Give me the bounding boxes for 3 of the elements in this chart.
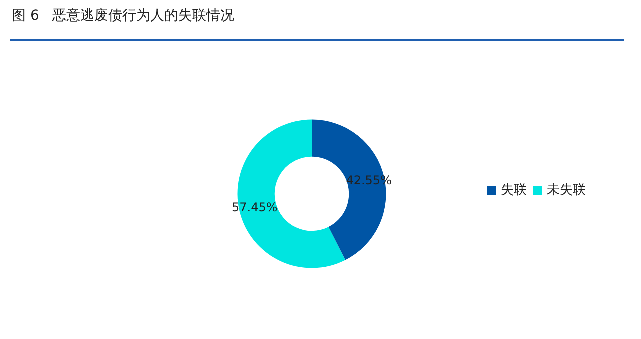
chart-title: 图 6 恶意逃废债行为人的失联情况	[12, 7, 235, 25]
legend-label: 失联	[501, 183, 527, 198]
legend-label: 未失联	[547, 183, 586, 198]
